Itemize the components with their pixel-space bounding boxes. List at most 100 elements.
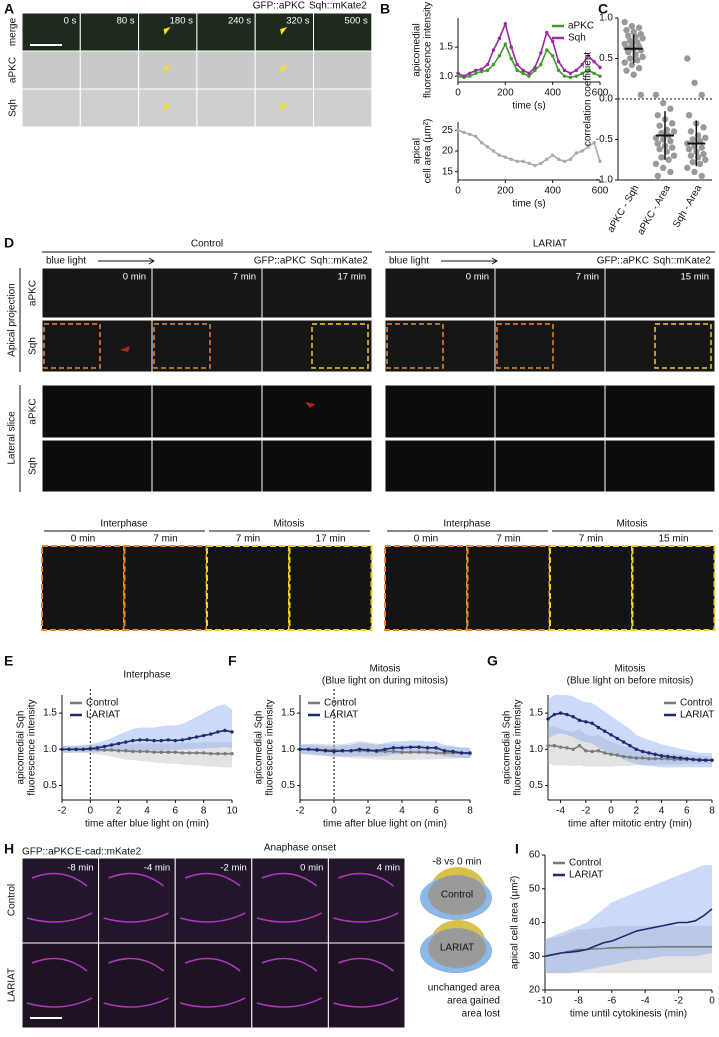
data-point <box>670 128 678 135</box>
data-point <box>710 758 714 762</box>
time-label: 15 min <box>658 534 688 545</box>
data-point <box>479 69 484 74</box>
data-point <box>639 53 646 61</box>
data-point <box>546 717 550 721</box>
data-point <box>659 757 664 761</box>
panel-label: B <box>380 1 390 17</box>
arrow <box>280 65 288 73</box>
data-point <box>558 745 563 749</box>
data-point <box>603 729 607 733</box>
roi-box <box>153 323 211 369</box>
channel-label: Sqh::mKate2 <box>310 256 368 267</box>
data-point <box>634 56 641 64</box>
y-tick-label: 30 <box>529 951 541 962</box>
data-point <box>209 751 213 756</box>
data-point <box>565 746 569 750</box>
legend-label: Control <box>324 698 356 709</box>
y-tick-label: -1.0 <box>596 175 614 186</box>
data-point <box>586 54 590 58</box>
data-point <box>584 720 588 724</box>
data-point <box>584 749 588 753</box>
data-point <box>509 45 513 49</box>
data-point <box>527 71 531 75</box>
legend-label: LARIAT <box>324 710 358 721</box>
y-axis-label: apicomedial Sqh <box>254 711 265 785</box>
data-point <box>340 749 345 753</box>
micrograph <box>494 319 606 373</box>
data-point <box>509 157 513 161</box>
data-point <box>425 750 430 754</box>
data-point <box>552 712 557 717</box>
y-tick-label: 40 <box>529 917 541 928</box>
y-tick-label: 60 <box>529 850 541 861</box>
time-label: 7 min <box>576 272 599 283</box>
x-tick-label: 0 <box>709 996 715 1007</box>
data-point <box>138 749 142 754</box>
y-tick-label: 15 <box>442 166 454 177</box>
data-point <box>187 751 192 755</box>
x-tick-label: 0 <box>455 186 461 197</box>
data-point <box>621 754 626 759</box>
legend-label: Control <box>569 858 601 869</box>
micrograph <box>21 942 100 1029</box>
data-point <box>562 74 567 78</box>
panel-label: G <box>487 653 498 669</box>
data-point <box>159 738 163 743</box>
x-tick-label: 8 <box>201 806 207 817</box>
panel-label: E <box>4 653 13 669</box>
data-point <box>468 751 472 755</box>
data-point <box>625 48 632 56</box>
time-label: 0 min <box>466 272 489 283</box>
data-point <box>653 752 657 757</box>
data-point <box>659 754 664 758</box>
y-axis-label: correlation coefficient <box>583 52 594 147</box>
x-tick-label: 4 <box>659 806 665 817</box>
micrograph <box>327 942 406 1029</box>
micrograph <box>251 857 329 944</box>
stimulus-arrow <box>98 257 155 265</box>
time-label: 7 min <box>236 534 260 545</box>
time-label: 17 min <box>337 272 366 283</box>
y-tick-label: 0.5 <box>281 780 295 791</box>
data-point <box>194 751 199 755</box>
data-point <box>660 164 667 172</box>
data-point <box>515 159 519 164</box>
y-tick-label: 1.5 <box>439 42 453 53</box>
data-point <box>666 754 670 759</box>
data-point <box>691 79 698 87</box>
data-point <box>625 32 632 40</box>
panel-label: F <box>228 653 237 669</box>
x-tick-label: 400 <box>544 186 561 197</box>
data-point <box>442 749 447 753</box>
data-point <box>194 735 199 739</box>
data-point <box>628 61 636 69</box>
data-point <box>74 747 78 752</box>
time-label: -8 min <box>67 863 93 874</box>
micrograph <box>384 439 496 493</box>
data-point <box>626 37 634 44</box>
data-point <box>658 154 665 161</box>
row-label: aPKC <box>28 398 39 424</box>
data-point <box>459 751 464 755</box>
data-point <box>654 112 661 119</box>
data-point <box>521 71 525 75</box>
micrograph <box>41 384 153 439</box>
data-point <box>374 749 379 753</box>
y-tick-label: 25 <box>442 125 454 136</box>
data-point <box>623 26 630 34</box>
x-tick-label: -6 <box>607 996 616 1007</box>
micrograph <box>254 50 314 90</box>
data-point <box>298 747 302 752</box>
y-tick-label: 1.0 <box>43 744 57 755</box>
data-point <box>702 156 709 163</box>
row-label: Control <box>7 884 18 916</box>
data-point <box>702 134 709 142</box>
data-point <box>698 172 705 180</box>
data-point <box>102 744 107 749</box>
x-tick-label: -2 <box>581 806 590 817</box>
phase-label: Interphase <box>443 519 491 530</box>
data-point <box>652 91 660 99</box>
data-point <box>497 36 502 41</box>
micrograph <box>41 319 153 373</box>
micrograph <box>384 267 496 319</box>
